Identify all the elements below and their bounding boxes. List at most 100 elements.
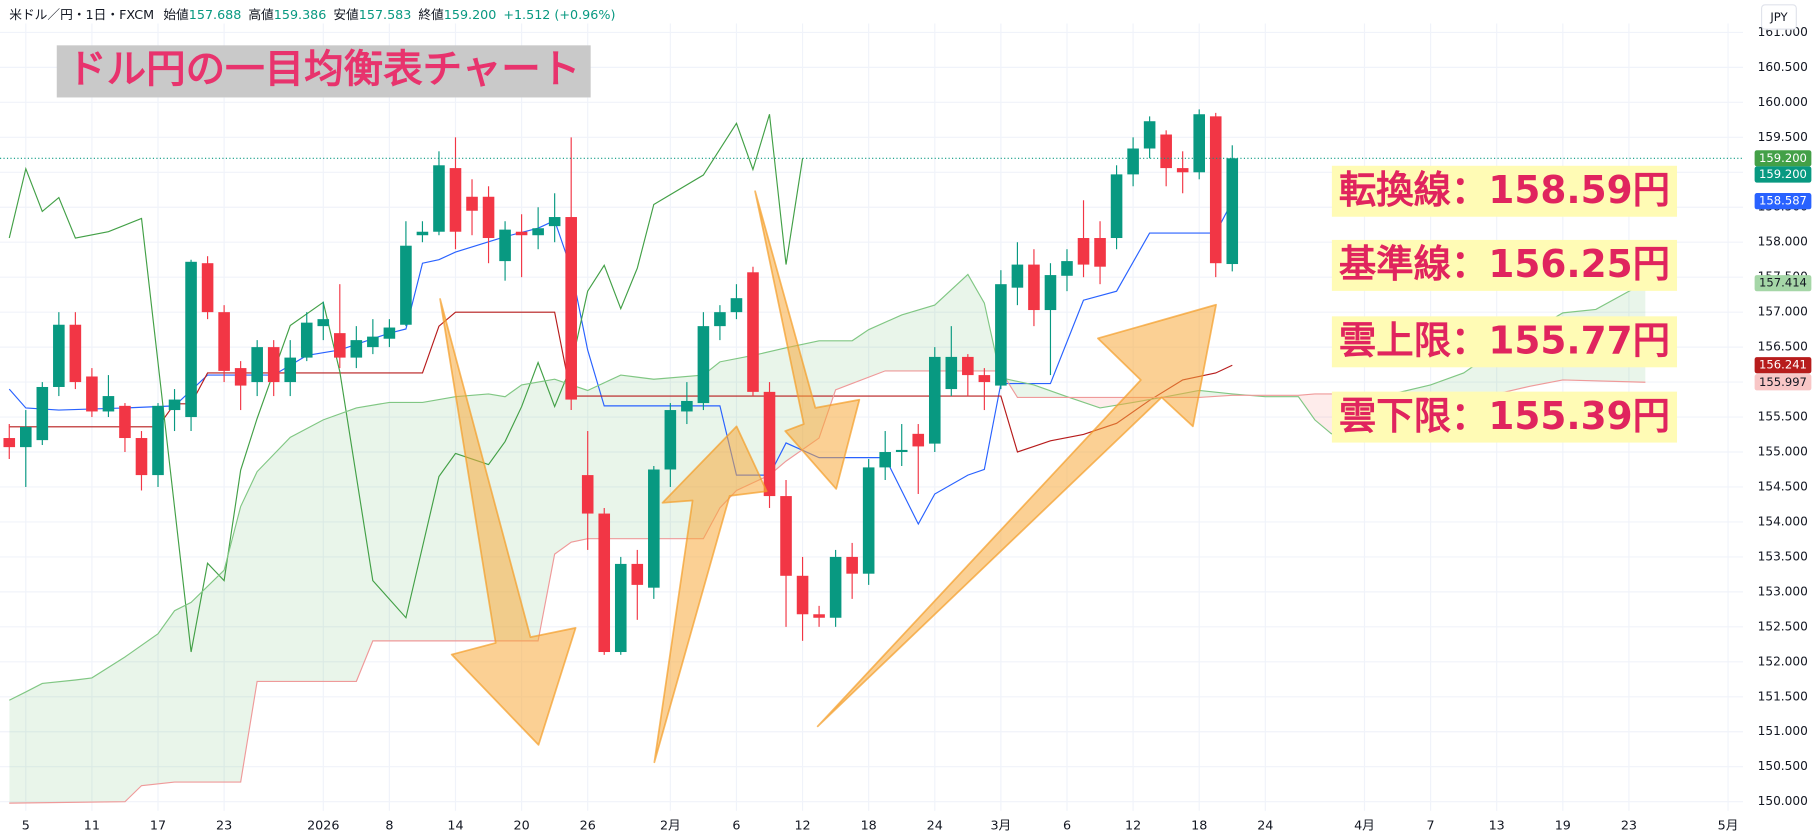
- candle-body: [3, 438, 16, 448]
- candle-body: [846, 556, 858, 574]
- candle-body: [1028, 264, 1040, 311]
- candle-body: [829, 556, 842, 618]
- y-tick-label: 157.000: [1758, 305, 1808, 319]
- price-label: 159.200: [1759, 167, 1807, 181]
- candle-body: [945, 356, 958, 390]
- currency-button[interactable]: [1760, 4, 1797, 30]
- currency-button-label[interactable]: JPY: [1769, 10, 1788, 24]
- candle-body: [383, 327, 396, 339]
- annotation-box: [1331, 165, 1678, 217]
- candle-body: [1193, 114, 1205, 173]
- y-tick-label: 159.500: [1758, 130, 1808, 144]
- candle-body: [598, 513, 611, 653]
- annotation: 雲上限：155.77円: [1339, 319, 1670, 363]
- arrow: [754, 190, 861, 490]
- candle-body: [86, 376, 98, 412]
- candle-body: [796, 575, 809, 615]
- candle-body: [416, 231, 429, 236]
- x-tick-label: 18: [861, 818, 877, 833]
- candle-body: [36, 386, 49, 441]
- candle-body: [928, 356, 941, 444]
- candle-body: [267, 347, 280, 383]
- candle-body: [730, 298, 743, 313]
- y-tick-label: 153.500: [1758, 549, 1808, 563]
- candle-body: [185, 261, 197, 418]
- candle-body: [433, 165, 445, 232]
- change: +1.512 (+0.96%): [503, 8, 615, 23]
- y-tick-label: 158.000: [1758, 235, 1808, 249]
- annotation: 転換線：158.59円: [1339, 169, 1670, 213]
- y-tick-label: 151.500: [1758, 689, 1808, 703]
- x-tick-label: 6: [732, 818, 740, 833]
- candle-body: [1094, 238, 1106, 267]
- candle-body: [53, 324, 65, 387]
- arrow: [816, 303, 1217, 728]
- y-tick-label: 150.000: [1758, 794, 1808, 808]
- candle-body: [1077, 238, 1090, 265]
- price-label-box: [1754, 193, 1812, 210]
- x-tick-label: 24: [927, 818, 943, 833]
- candle-body: [69, 324, 82, 383]
- x-tick-label: 12: [1125, 818, 1141, 833]
- candle-body: [515, 231, 528, 236]
- candle-body: [813, 614, 825, 618]
- arrow: [653, 425, 768, 764]
- open-value: 157.688: [189, 8, 242, 23]
- candle-body: [400, 245, 412, 325]
- x-tick-label: 2月: [660, 818, 681, 833]
- title-box: [56, 45, 591, 98]
- y-tick-label: 155.500: [1758, 410, 1808, 424]
- candle-body: [499, 229, 511, 262]
- x-tick-label: 24: [1257, 818, 1273, 833]
- candle-body: [152, 405, 164, 476]
- annotation: 雲下限：155.39円: [1339, 395, 1670, 439]
- candle-body: [697, 326, 710, 404]
- candle-body: [962, 356, 974, 376]
- x-tick-label: 7: [1427, 818, 1435, 833]
- x-tick-label: 2026: [307, 818, 339, 833]
- cloud: [9, 274, 1646, 804]
- candle-body: [1143, 121, 1156, 149]
- candle-body: [862, 467, 875, 574]
- candle-body: [912, 433, 925, 447]
- candle-body: [581, 475, 594, 514]
- candle-body: [763, 391, 776, 497]
- x-tick-label: 8: [385, 818, 393, 833]
- lagging-span: [8, 114, 804, 653]
- y-tick-label: 152.500: [1758, 619, 1808, 633]
- x-tick-label: 23: [1621, 818, 1637, 833]
- candle-body: [681, 400, 693, 412]
- annotation-box: [1331, 239, 1678, 291]
- candle-body: [664, 410, 677, 470]
- candle-body: [201, 263, 214, 313]
- x-tick-label: 6: [1063, 818, 1071, 833]
- y-tick-label: 154.500: [1758, 479, 1808, 493]
- x-tick-label: 17: [150, 818, 166, 833]
- candle-body: [631, 563, 644, 585]
- price-label: 159.200: [1759, 151, 1807, 165]
- price-label-box: [1754, 150, 1812, 167]
- low-label: 安値: [333, 7, 359, 23]
- high-label: 高値: [248, 7, 274, 23]
- x-tick-label: 11: [84, 818, 100, 833]
- candle-body: [995, 284, 1007, 386]
- y-tick-label: 154.000: [1758, 514, 1808, 528]
- x-tick-label: 19: [1555, 818, 1571, 833]
- annotation-box: [1331, 316, 1678, 368]
- candle-body: [218, 312, 230, 371]
- candle-body: [1044, 275, 1057, 311]
- candle-body: [251, 347, 263, 383]
- price-label-box: [1754, 166, 1812, 183]
- candle-body: [780, 496, 792, 576]
- candle-body: [614, 563, 627, 653]
- candle-body: [1209, 116, 1222, 264]
- candle-body: [449, 168, 462, 232]
- high-value: 159.386: [274, 8, 327, 23]
- candle-body: [747, 272, 759, 392]
- candle-body: [135, 438, 148, 476]
- x-tick-label: 18: [1191, 818, 1207, 833]
- open-label: 始値: [163, 7, 189, 23]
- candle-body: [1160, 134, 1172, 169]
- close-label: 終値: [418, 7, 444, 23]
- price-label: 158.587: [1759, 194, 1807, 208]
